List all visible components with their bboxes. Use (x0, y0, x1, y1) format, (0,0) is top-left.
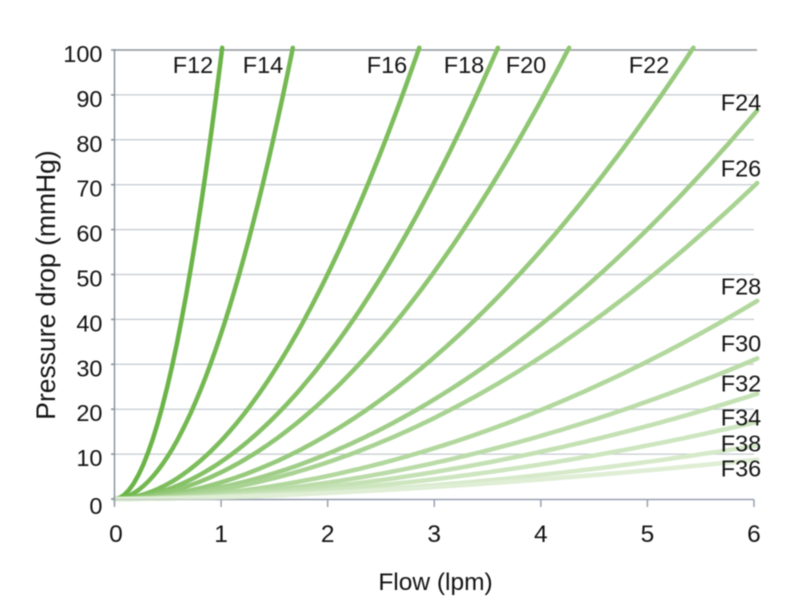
svg-text:F20: F20 (506, 52, 547, 78)
svg-text:60: 60 (76, 221, 102, 247)
svg-text:F38: F38 (721, 431, 762, 457)
svg-text:6: 6 (747, 521, 761, 548)
svg-text:F30: F30 (721, 331, 762, 357)
svg-text:2: 2 (321, 521, 335, 548)
svg-text:F22: F22 (629, 52, 670, 78)
svg-text:20: 20 (76, 400, 102, 426)
svg-text:50: 50 (76, 266, 102, 292)
svg-text:F12: F12 (173, 52, 214, 78)
svg-text:4: 4 (534, 521, 548, 548)
svg-text:F16: F16 (367, 52, 408, 78)
svg-text:F18: F18 (444, 52, 485, 78)
svg-text:F28: F28 (721, 274, 762, 300)
svg-text:1: 1 (214, 521, 228, 548)
svg-text:90: 90 (76, 86, 102, 112)
svg-text:0: 0 (89, 493, 102, 519)
svg-text:10: 10 (76, 445, 102, 471)
svg-text:F26: F26 (721, 156, 762, 182)
svg-text:3: 3 (427, 521, 441, 548)
svg-text:30: 30 (76, 355, 102, 381)
svg-text:70: 70 (76, 176, 102, 202)
svg-text:F14: F14 (243, 52, 284, 78)
svg-text:F34: F34 (721, 405, 762, 431)
svg-text:5: 5 (641, 521, 655, 548)
svg-text:0: 0 (109, 521, 123, 548)
svg-text:40: 40 (76, 310, 102, 336)
svg-text:F24: F24 (721, 90, 762, 116)
svg-text:Flow (lpm): Flow (lpm) (378, 569, 492, 596)
svg-text:F36: F36 (721, 456, 762, 482)
svg-text:100: 100 (63, 41, 102, 67)
svg-text:Pressure drop (mmHg): Pressure drop (mmHg) (31, 150, 61, 419)
svg-text:F32: F32 (721, 371, 762, 397)
svg-text:80: 80 (76, 131, 102, 157)
